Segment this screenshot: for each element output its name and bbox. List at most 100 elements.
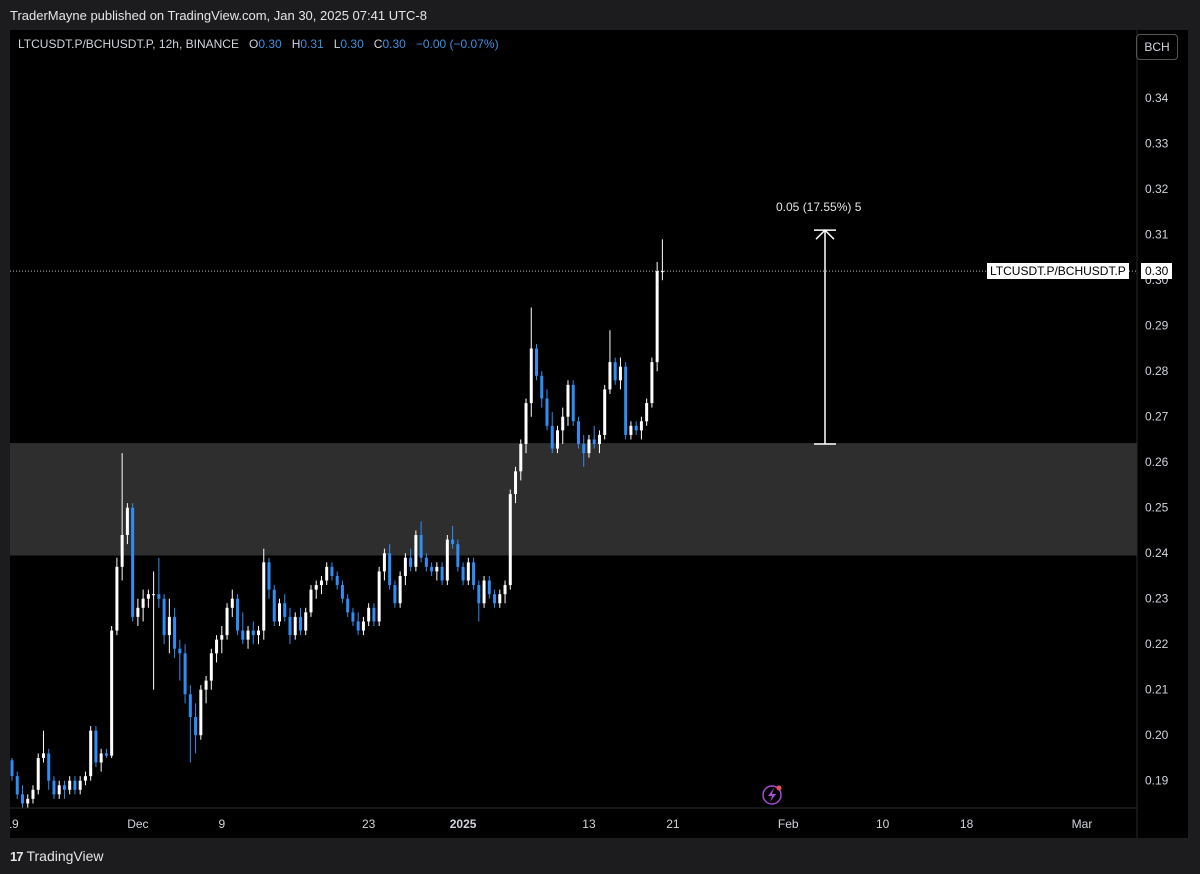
candle-body — [624, 366, 628, 435]
chart-area[interactable]: 0.19 0.20 0.21 0.22 0.23 0.24 0.25 0.26 0.27 0.28… — [10, 30, 1188, 838]
candle-body — [645, 403, 649, 422]
candle — [152, 571, 156, 690]
candle — [440, 562, 444, 586]
candle — [225, 603, 229, 640]
candle-body — [398, 575, 402, 604]
candle — [361, 616, 365, 636]
time-tick-label: 9 — [218, 817, 225, 831]
candle-body — [482, 580, 486, 604]
candles-group — [10, 239, 664, 808]
candle — [104, 748, 108, 758]
candle-body — [576, 421, 580, 445]
price-tick-label: 0.33 — [1145, 137, 1169, 151]
candle-body — [246, 630, 250, 640]
candle-body — [561, 416, 565, 431]
candle-body — [367, 607, 371, 622]
candle-body — [293, 616, 297, 636]
candle-body — [529, 348, 533, 404]
candle — [319, 575, 323, 595]
measure-arrowhead — [815, 229, 835, 240]
candle-body — [487, 580, 491, 595]
candle-body — [278, 603, 281, 622]
candle-body — [304, 612, 308, 631]
candle — [288, 607, 292, 645]
candle-body — [351, 612, 355, 622]
candle — [257, 626, 261, 645]
candle — [241, 612, 245, 645]
candle — [83, 771, 87, 786]
candle-body — [199, 689, 203, 736]
candle — [120, 453, 124, 581]
candle — [555, 425, 559, 454]
candle — [351, 607, 355, 627]
candle — [624, 362, 628, 440]
candle — [409, 548, 413, 572]
candle-body — [461, 566, 465, 581]
tradingview-logo[interactable]: 17 TradingView — [10, 848, 104, 864]
candle-body — [73, 780, 77, 790]
candle — [204, 676, 208, 704]
candle — [477, 580, 481, 622]
candle-body — [472, 562, 476, 586]
candle — [550, 412, 554, 454]
candle-body — [146, 594, 150, 599]
candle — [398, 571, 402, 608]
candle — [94, 726, 98, 768]
time-axis[interactable]: 19 Dec 9 23 2025 13 21 Feb 10 18 Mar — [10, 817, 1092, 831]
candle — [535, 343, 539, 381]
measure-tool[interactable] — [814, 229, 836, 445]
publish-header: TraderMayne published on TradingView.com… — [0, 0, 1200, 30]
candle-body — [540, 375, 544, 399]
price-axis[interactable]: 0.19 0.20 0.21 0.22 0.23 0.24 0.25 0.26 0.27 0.28… — [1145, 91, 1169, 787]
candle — [388, 544, 392, 590]
candle — [382, 548, 386, 581]
compare-bch-button[interactable]: BCH — [1136, 34, 1178, 60]
candle-body — [83, 776, 87, 781]
time-tick-label: 19 — [10, 817, 19, 831]
price-chart[interactable]: 0.19 0.20 0.21 0.22 0.23 0.24 0.25 0.26 0.27 0.28… — [10, 30, 1188, 838]
candle — [576, 416, 580, 449]
candle — [498, 589, 502, 608]
candle-body — [52, 780, 56, 795]
price-tick-label: 0.34 — [1145, 91, 1169, 105]
candle — [367, 603, 371, 627]
candle — [519, 439, 523, 481]
candle-body — [110, 630, 114, 756]
candle — [540, 371, 544, 408]
candle-body — [215, 639, 219, 654]
candle-body — [608, 362, 612, 390]
candle-body — [435, 566, 439, 572]
candle-body — [241, 630, 245, 640]
time-tick-label: 23 — [362, 817, 376, 831]
candle-body — [372, 607, 376, 622]
candle — [162, 594, 166, 645]
candle — [283, 594, 287, 622]
candle — [309, 585, 313, 617]
candle — [430, 562, 434, 576]
lightning-icon[interactable] — [762, 785, 782, 805]
price-tick-label: 0.28 — [1145, 364, 1169, 378]
candle — [529, 307, 533, 417]
candle-body — [94, 730, 98, 763]
candle — [36, 753, 40, 795]
candle — [325, 562, 329, 586]
candle — [62, 780, 66, 799]
candle-body — [514, 471, 518, 495]
legend-close-label: C — [373, 37, 383, 51]
price-tick-label: 0.22 — [1145, 637, 1169, 651]
candle-body — [157, 594, 161, 599]
candle — [298, 607, 302, 636]
candle — [393, 580, 397, 608]
candle — [146, 589, 150, 608]
candle-body — [272, 589, 276, 622]
candle-body — [445, 539, 449, 581]
candle-body — [209, 653, 213, 681]
candle-body — [120, 535, 124, 567]
candle-body — [283, 603, 287, 617]
candle — [157, 557, 161, 608]
candle — [73, 776, 77, 795]
candle-body — [99, 753, 103, 763]
candle — [236, 594, 240, 636]
candle — [503, 580, 507, 604]
candle-body — [78, 780, 82, 790]
